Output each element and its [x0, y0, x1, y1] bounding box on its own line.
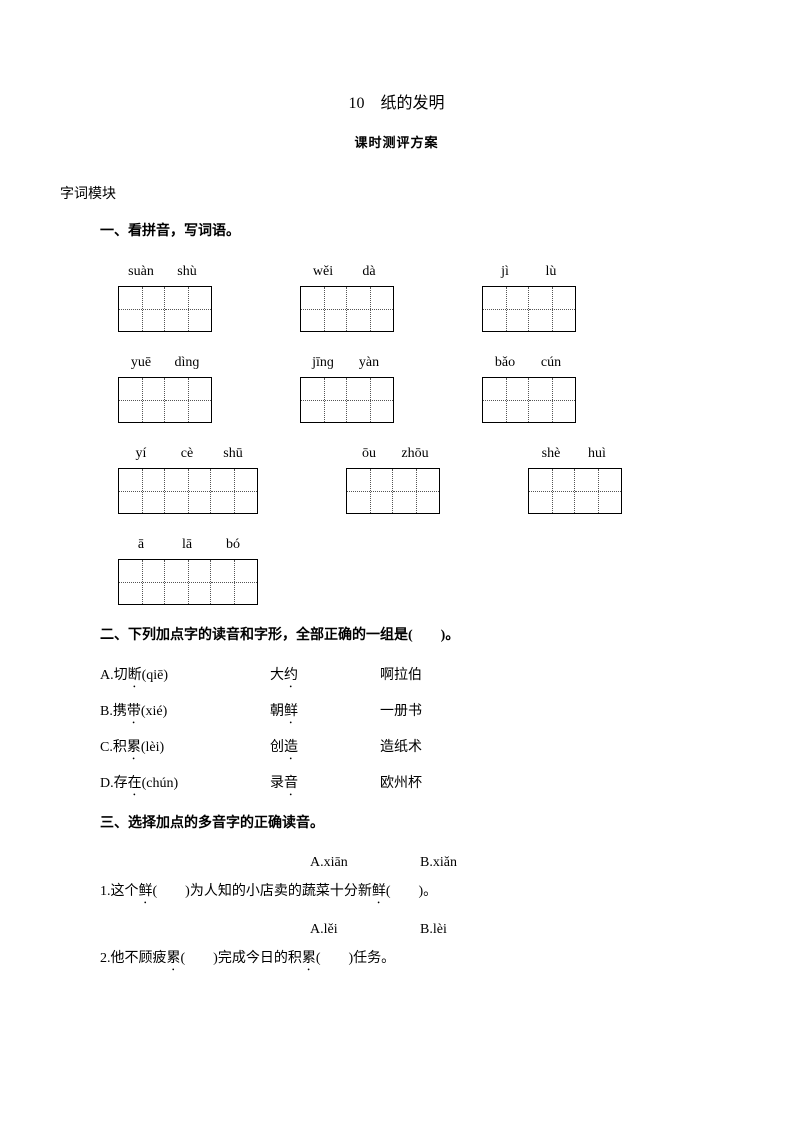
pinyin-block: yuēdìnɡ	[118, 350, 212, 423]
pinyin-syllable: ā	[118, 532, 164, 557]
pinyin-syllable: jì	[482, 259, 528, 284]
q2-heading: 二、下列加点字的读音和字形，全部正确的一组是( )。	[60, 623, 733, 648]
section-label: 字词模块	[60, 182, 733, 207]
char-cell[interactable]	[211, 560, 257, 604]
char-cell[interactable]	[211, 469, 257, 513]
choice-cell: A.切断(qiē)	[100, 663, 270, 691]
choice-cell: 欧州杯	[380, 771, 500, 799]
pinyin-syllable: wěi	[300, 259, 346, 284]
pinyin-syllable: bó	[210, 532, 256, 557]
choice-cell: 创造	[270, 735, 380, 763]
choice-cell: 朝鲜	[270, 699, 380, 727]
char-cell[interactable]	[575, 469, 621, 513]
char-cell[interactable]	[393, 469, 439, 513]
q3-sentence: 1.这个鲜( )为人知的小店卖的蔬菜十分新鲜( )。	[100, 879, 733, 907]
pinyin-syllable: zhōu	[392, 441, 438, 466]
char-cell[interactable]	[119, 287, 165, 331]
choice-cell: 一册书	[380, 699, 500, 727]
pinyin-syllable: yí	[118, 441, 164, 466]
q3-items: A.xiānB.xiǎn 1.这个鲜( )为人知的小店卖的蔬菜十分新鲜( )。 A.…	[60, 850, 733, 974]
pinyin-block: ālābó	[118, 532, 258, 605]
pinyin-syllable: lā	[164, 532, 210, 557]
pinyin-syllable: dìnɡ	[164, 350, 210, 375]
choice-line: D.存在(chún)录音欧州杯	[100, 771, 733, 799]
pinyin-syllable: yàn	[346, 350, 392, 375]
q1-heading: 一、看拼音，写词语。	[60, 219, 733, 244]
q3-options: A.lěiB.lèi	[100, 917, 733, 942]
pinyin-block: jìlù	[482, 259, 576, 332]
pinyin-block: shèhuì	[528, 441, 622, 514]
pinyin-syllable: bǎo	[482, 350, 528, 375]
q2-heading-pre: 二、下列加点字的读音和字形，全部正确的一组是(	[100, 628, 413, 643]
choice-cell: 啊拉伯	[380, 663, 500, 691]
char-grid[interactable]	[118, 559, 258, 605]
char-cell[interactable]	[483, 378, 529, 422]
char-grid[interactable]	[300, 286, 394, 332]
pinyin-syllable: cún	[528, 350, 574, 375]
q1-grid-area: suànshù wěidà jìlù yuēdìnɡ jīnɡyàn bǎocún yícè…	[60, 259, 733, 606]
char-cell[interactable]	[165, 287, 211, 331]
pinyin-block: jīnɡyàn	[300, 350, 394, 423]
subtitle: 课时测评方案	[60, 131, 733, 154]
q2-heading-post: )。	[441, 628, 460, 643]
choice-cell: C.积累(lèi)	[100, 735, 270, 763]
char-grid[interactable]	[118, 377, 212, 423]
char-cell[interactable]	[347, 469, 393, 513]
char-grid[interactable]	[482, 377, 576, 423]
choice-cell: 大约	[270, 663, 380, 691]
char-grid[interactable]	[118, 468, 258, 514]
choice-cell: 录音	[270, 771, 380, 799]
char-grid[interactable]	[482, 286, 576, 332]
pinyin-syllable: suàn	[118, 259, 164, 284]
char-cell[interactable]	[347, 287, 393, 331]
char-cell[interactable]	[119, 469, 165, 513]
q3-options: A.xiānB.xiǎn	[100, 850, 733, 875]
pinyin-block: yícèshū	[118, 441, 258, 514]
choice-line: A.切断(qiē)大约啊拉伯	[100, 663, 733, 691]
q3-sentence: 2.他不顾疲累( )完成今日的积累( )任务。	[100, 946, 733, 974]
char-cell[interactable]	[483, 287, 529, 331]
char-grid[interactable]	[346, 468, 440, 514]
pinyin-syllable: dà	[346, 259, 392, 284]
pinyin-block: suànshù	[118, 259, 212, 332]
char-cell[interactable]	[529, 469, 575, 513]
char-cell[interactable]	[529, 378, 575, 422]
char-cell[interactable]	[165, 560, 211, 604]
choice-cell: B.携带(xié)	[100, 699, 270, 727]
pinyin-syllable: ōu	[346, 441, 392, 466]
char-cell[interactable]	[165, 378, 211, 422]
char-cell[interactable]	[119, 560, 165, 604]
pinyin-block: ōuzhōu	[346, 441, 440, 514]
pinyin-syllable: shū	[210, 441, 256, 466]
pinyin-syllable: jīnɡ	[300, 350, 346, 375]
char-cell[interactable]	[119, 378, 165, 422]
pinyin-syllable: shù	[164, 259, 210, 284]
char-grid[interactable]	[300, 377, 394, 423]
char-grid[interactable]	[528, 468, 622, 514]
char-cell[interactable]	[529, 287, 575, 331]
char-cell[interactable]	[347, 378, 393, 422]
pinyin-syllable: yuē	[118, 350, 164, 375]
q3-heading: 三、选择加点的多音字的正确读音。	[60, 811, 733, 836]
lesson-title: 10 纸的发明	[60, 90, 733, 119]
char-cell[interactable]	[165, 469, 211, 513]
pinyin-block: bǎocún	[482, 350, 576, 423]
choice-line: C.积累(lèi)创造造纸术	[100, 735, 733, 763]
pinyin-block: wěidà	[300, 259, 394, 332]
char-cell[interactable]	[301, 287, 347, 331]
pinyin-syllable: huì	[574, 441, 620, 466]
char-cell[interactable]	[301, 378, 347, 422]
pinyin-syllable: lù	[528, 259, 574, 284]
char-grid[interactable]	[118, 286, 212, 332]
choice-cell: D.存在(chún)	[100, 771, 270, 799]
pinyin-syllable: shè	[528, 441, 574, 466]
q2-choices: A.切断(qiē)大约啊拉伯 B.携带(xié)朝鲜一册书 C.积累(lèi)创造造…	[60, 663, 733, 799]
pinyin-syllable: cè	[164, 441, 210, 466]
choice-cell: 造纸术	[380, 735, 500, 763]
choice-line: B.携带(xié)朝鲜一册书	[100, 699, 733, 727]
